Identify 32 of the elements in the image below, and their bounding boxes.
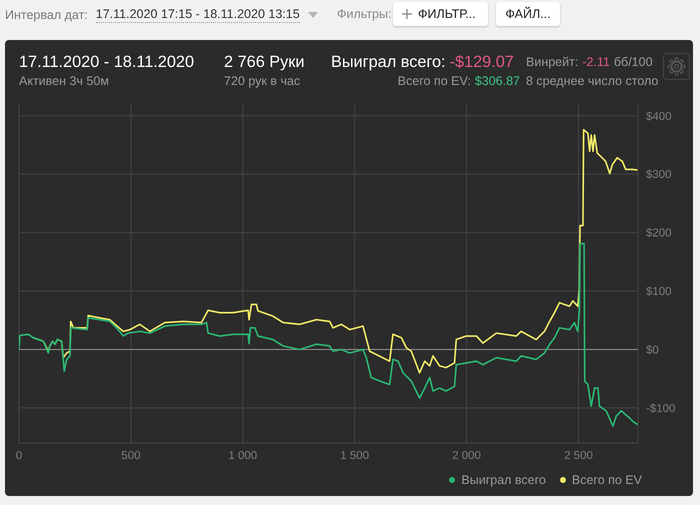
text: Винрейт: [526, 55, 578, 69]
text: 2 766 Руки [224, 53, 304, 72]
y-tick-label: $100 [646, 286, 672, 298]
button: ФАЙЛ... [496, 2, 560, 26]
y-tick-label: $300 [646, 169, 672, 182]
chart-subtitle: Активен 3ч 50м [19, 74, 109, 88]
legend-label: Всего по EV [572, 473, 642, 487]
text: -2.11 [582, 55, 610, 69]
line-series [19, 242, 638, 427]
chart-title: 17.11.2020 - 18.11.2020 [19, 53, 194, 72]
text: 17.11.2020 17:15 - 18.11.2020 13:15 [96, 7, 300, 23]
text: -$129.07 [450, 53, 514, 72]
x-tick-label: 1 000 [228, 450, 258, 462]
y-tick-label: -$100 [646, 403, 676, 416]
x-tick-label: 1 500 [340, 450, 370, 462]
y-tick-label: $0 [646, 344, 659, 357]
y-tick-label: $400 [646, 110, 672, 123]
text: 720 рук в час [224, 74, 300, 88]
x-tick-label: 2 500 [564, 450, 593, 462]
x-tick-label: 0 [16, 450, 22, 462]
text: Выиграл всего: [331, 53, 446, 72]
legend-label: Выиграл всего [461, 473, 546, 487]
text: $306.87 [474, 74, 520, 88]
text: 8 среднее число столо [526, 74, 658, 88]
text: Всего по EV: [398, 74, 471, 88]
button: ФИЛЬТР... [393, 2, 488, 26]
x-tick-label: 2 000 [452, 450, 481, 462]
y-tick-label: $200 [646, 228, 672, 240]
text: Фильтры: [337, 7, 392, 21]
text: Интервал дат: [5, 8, 88, 22]
x-tick-label: 500 [121, 450, 140, 462]
text: бб/100 [614, 55, 653, 69]
